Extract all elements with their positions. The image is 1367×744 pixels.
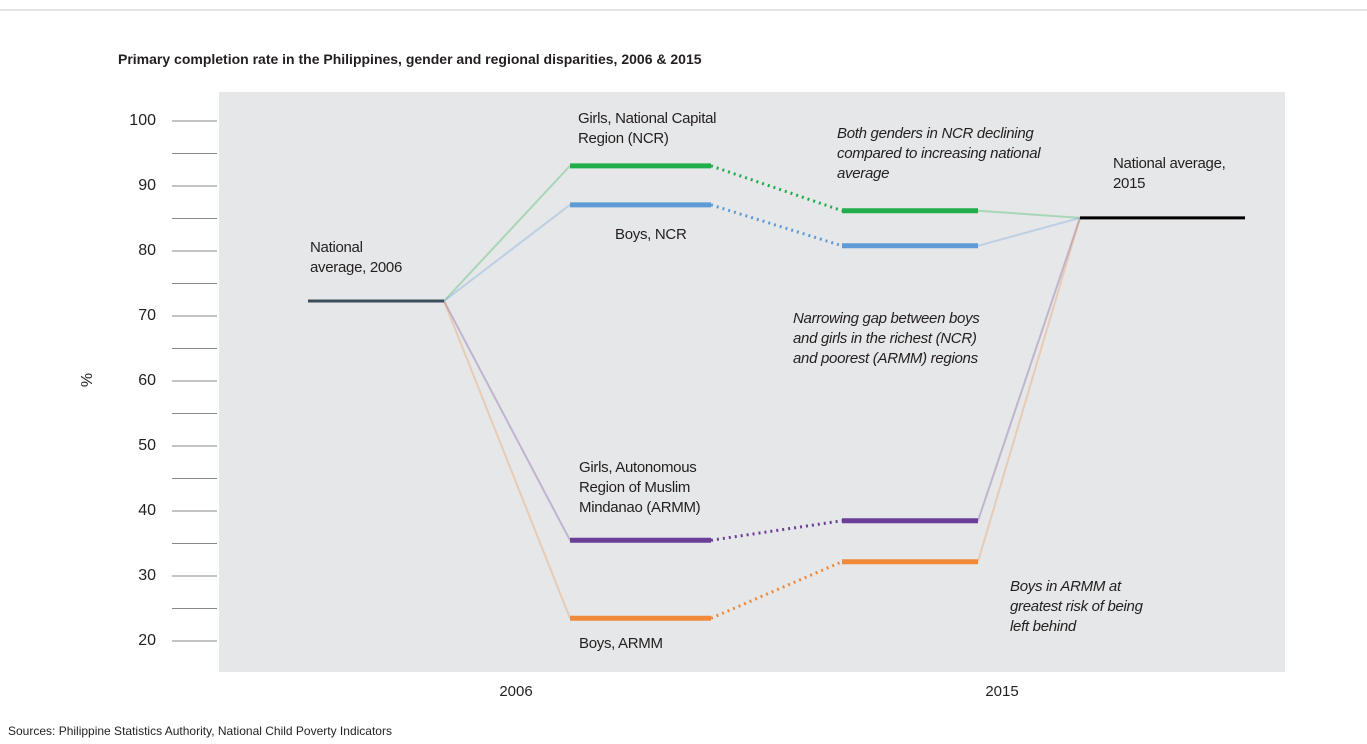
chart-title: Primary completion rate in the Philippin… xyxy=(118,51,702,67)
x-tick-label: 2015 xyxy=(985,683,1018,700)
y-tick-label: 50 xyxy=(138,437,156,454)
series-label: Boys, ARMM xyxy=(579,635,663,652)
y-tick-label: 90 xyxy=(138,177,156,194)
series-label: Girls, National Capital Region (NCR) xyxy=(578,110,717,147)
y-tick-label: 100 xyxy=(129,112,156,129)
x-tick-label: 2006 xyxy=(499,683,532,700)
connector xyxy=(977,217,1081,522)
connector xyxy=(977,209,1081,219)
change-line xyxy=(710,203,843,248)
source: Sources: Philippine Statistics Authority… xyxy=(8,724,392,738)
change-line xyxy=(710,164,843,213)
connector xyxy=(443,300,571,619)
connector xyxy=(977,217,1081,562)
plot-area xyxy=(219,92,1285,672)
y-tick-label: 20 xyxy=(138,632,156,649)
connector xyxy=(977,216,1081,247)
annotation: Boys in ARMM at greatest risk of being l… xyxy=(1010,578,1143,635)
series-label: Boys, NCR xyxy=(615,226,687,243)
connector xyxy=(443,204,571,302)
connector xyxy=(443,165,571,302)
y-tick-label: 80 xyxy=(138,242,156,259)
y-axis-label: % xyxy=(79,373,96,387)
baseline-label: National average, 2006 xyxy=(310,239,403,276)
y-tick-label: 40 xyxy=(138,502,156,519)
annotation: Both genders in NCR declining compared t… xyxy=(837,125,1041,182)
y-tick-label: 60 xyxy=(138,372,156,389)
y-tick-label: 70 xyxy=(138,307,156,324)
annotation: Narrowing gap between boys and girls in … xyxy=(793,310,980,367)
baseline-label: National average, 2015 xyxy=(1113,155,1226,192)
change-line xyxy=(710,519,843,542)
series-label: Girls, Autonomous Region of Muslim Minda… xyxy=(579,459,701,516)
connector xyxy=(443,300,571,541)
y-tick-label: 30 xyxy=(138,567,156,584)
